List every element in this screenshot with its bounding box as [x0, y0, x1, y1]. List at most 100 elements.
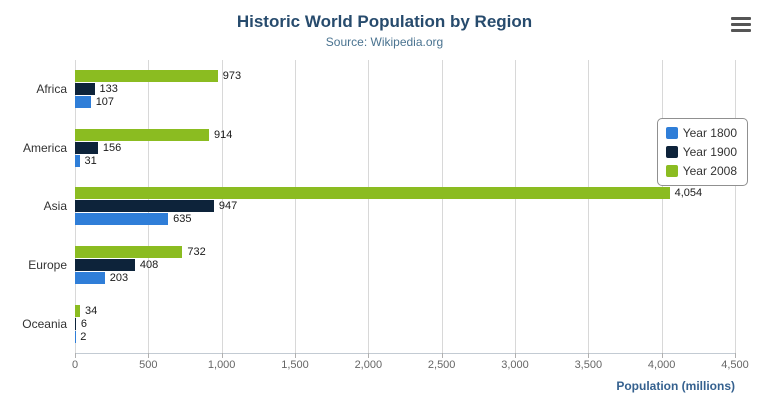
gridline [588, 60, 590, 353]
bar-year-1900-asia[interactable] [75, 200, 214, 213]
chart-subtitle: Source: Wikipedia.org [325, 35, 444, 49]
bar-year-1900-oceania[interactable] [75, 317, 76, 330]
bar-row: 156 [75, 141, 735, 154]
gridline [441, 60, 443, 353]
bar-groups: 973 133 107 914 156 31 4,054 947 635 732 408 203 34 6… [75, 60, 735, 353]
bar-year-1900-africa[interactable] [75, 83, 95, 96]
gridline [515, 60, 516, 353]
x-tick-mark [588, 353, 590, 358]
bar-value-label: 635 [173, 213, 192, 226]
bar-value-label: 973 [222, 70, 242, 83]
bar-value-label: 34 [84, 304, 98, 317]
x-tick-mark [221, 353, 223, 358]
category-label-africa: Africa [36, 82, 67, 97]
x-tick-label: 4,000 [647, 359, 676, 371]
bar-row: 34 [75, 304, 735, 317]
gridline [221, 60, 223, 353]
bar-row: 732 [75, 246, 735, 259]
x-tick-label: 0 [71, 359, 79, 371]
bar-year-1800-america[interactable] [75, 154, 80, 167]
bar-value-label: 203 [109, 272, 129, 285]
bar-row: 914 [75, 128, 735, 141]
gridline [368, 60, 370, 353]
bar-year-2008-asia[interactable] [75, 187, 670, 200]
bar-group-africa: 973 133 107 [75, 60, 735, 119]
x-tick-mark [661, 353, 663, 358]
x-tick-labels: 0 500 1,000 1,500 2,000 2,500 3,000 3,500 4,000 4… [71, 359, 749, 373]
bar-row: 133 [75, 83, 735, 96]
bar-row: 6 [75, 317, 735, 330]
legend-item-year-2008[interactable]: Year 2008 [665, 164, 737, 178]
bar-year-1900-america[interactable] [75, 141, 98, 154]
x-tick-mark [368, 353, 370, 358]
legend-symbol [665, 146, 678, 158]
gridline [735, 60, 736, 353]
bar-value-label: 156 [102, 141, 122, 154]
bar-year-2008-america[interactable] [75, 128, 210, 141]
bar-value-label: 2 [80, 330, 87, 343]
x-tick-mark [295, 353, 296, 358]
gridline [295, 60, 296, 353]
x-tick-label: 3,000 [501, 359, 529, 371]
x-axis-title: Population (millions) [616, 379, 735, 393]
bar-value-label: 107 [95, 96, 115, 109]
hamburger-icon [731, 17, 751, 20]
bar-year-1800-asia[interactable] [75, 213, 169, 226]
x-tick-mark [441, 353, 443, 358]
bar-value-label: 914 [214, 128, 233, 141]
x-axis-line [75, 353, 735, 354]
legend-label: Year 1800 [682, 126, 737, 140]
plot-area: 973 133 107 914 156 31 4,054 947 635 732 408 203 34 6… [75, 60, 736, 358]
bar-row: 31 [75, 154, 735, 167]
legend: Year 1800 Year 1900 Year 2008 [656, 118, 748, 186]
bar-year-1800-europe[interactable] [75, 272, 105, 285]
legend-item-year-1900[interactable]: Year 1900 [665, 145, 737, 159]
bar-value-label: 31 [84, 154, 97, 167]
category-labels: Africa America Asia Europe Oceania [0, 60, 67, 353]
gridline [661, 60, 663, 353]
bar-row: 107 [75, 96, 735, 109]
bar-group-oceania: 34 6 2 [75, 294, 735, 353]
bar-value-label: 947 [218, 200, 238, 213]
bar-row: 408 [75, 259, 735, 272]
chart-title: Historic World Population by Region [236, 12, 533, 31]
x-tick-mark [735, 353, 736, 358]
legend-label: Year 2008 [682, 164, 737, 178]
bar-year-1900-europe[interactable] [75, 259, 135, 272]
x-tick-mark [148, 353, 150, 358]
bar-value-label: 408 [139, 259, 159, 272]
bar-row: 635 [75, 213, 735, 226]
bar-row: 203 [75, 272, 735, 285]
x-tick-label: 1,500 [281, 359, 309, 371]
x-tick-label: 500 [139, 359, 158, 371]
bar-value-label: 732 [187, 246, 206, 259]
category-label-europe: Europe [28, 258, 67, 273]
legend-symbol [665, 127, 678, 139]
x-tick-label: 1,000 [207, 359, 236, 371]
bar-year-2008-africa[interactable] [75, 70, 218, 83]
x-tick-label: 4,500 [721, 359, 749, 371]
x-tick-label: 3,500 [574, 359, 603, 371]
bar-value-label: 4,054 [674, 187, 703, 200]
bar-value-label: 6 [80, 317, 87, 330]
legend-item-year-1800[interactable]: Year 1800 [665, 126, 737, 140]
x-tick-label: 2,500 [427, 359, 456, 371]
bar-year-2008-europe[interactable] [75, 246, 183, 259]
bar-value-label: 133 [99, 83, 118, 96]
bar-year-1800-africa[interactable] [75, 96, 91, 109]
bar-group-america: 914 156 31 [75, 119, 735, 178]
export-menu-button[interactable] [731, 17, 751, 32]
category-label-asia: Asia [43, 199, 67, 214]
x-tick-label: 2,000 [354, 359, 383, 371]
bar-row: 4,054 [75, 187, 735, 200]
x-tick-mark [75, 353, 76, 358]
bar-year-2008-oceania[interactable] [75, 304, 80, 317]
bar-group-europe: 732 408 203 [75, 236, 735, 295]
bar-row: 973 [75, 70, 735, 83]
bar-row: 947 [75, 200, 735, 213]
hamburger-icon [731, 29, 751, 32]
legend-label: Year 1900 [682, 145, 737, 159]
bar-group-asia: 4,054 947 635 [75, 177, 735, 236]
x-tick-mark [515, 353, 516, 358]
